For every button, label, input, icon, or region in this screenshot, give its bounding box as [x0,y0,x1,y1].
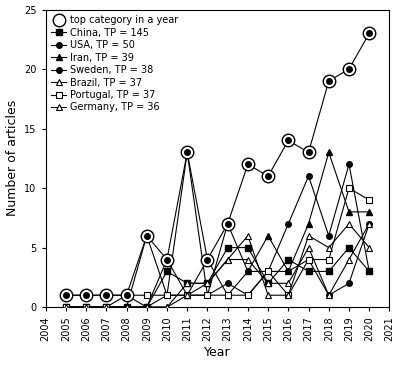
Y-axis label: Number of articles: Number of articles [6,100,18,216]
X-axis label: Year: Year [204,346,231,360]
Legend: top category in a year, China, TP = 145, USA, TP = 50, Iran, TP = 39, Sweden, TP: top category in a year, China, TP = 145,… [48,12,181,115]
